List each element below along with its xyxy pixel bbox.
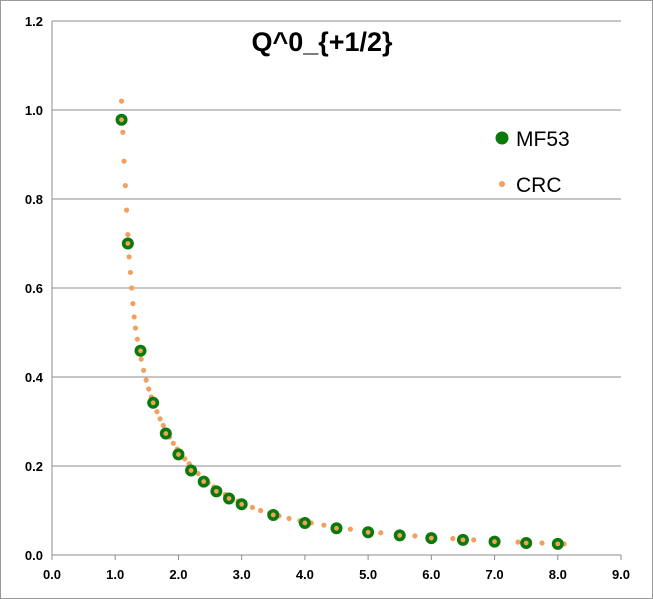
data-point-crc [121,158,127,164]
y-tick-label: 0.6 [25,281,43,296]
data-point-crc [539,540,545,546]
x-tick-label: 1.0 [106,567,124,582]
y-tick-label: 0.2 [25,459,43,474]
data-point-mf53-overlay [523,540,529,546]
y-tick-label: 0.4 [25,370,44,385]
data-point-crc [132,325,139,331]
data-point-mf53-overlay [365,529,371,535]
x-tick-label: 3.0 [233,567,251,582]
data-point-crc [134,336,140,342]
data-point-crc [471,537,477,543]
data-point-crc [170,440,176,446]
data-point-crc [321,522,327,528]
data-point-mf53-overlay [201,479,207,484]
data-point-crc [515,539,521,545]
x-tick-label: 7.0 [486,567,504,582]
x-tick-label: 5.0 [359,567,377,582]
y-tick-label: 1.0 [25,103,43,118]
y-tick-label: 0.8 [25,192,43,207]
data-point-crc [126,254,132,260]
data-point-crc [378,530,384,536]
data-point-crc [118,98,125,104]
x-tick-label: 9.0 [612,567,630,582]
y-tick-label: 0.0 [25,548,43,563]
chart-title: Q^0_{+1/2} [251,27,393,57]
data-point-crc [157,416,163,422]
legend: MF53 CRC [495,128,570,197]
data-point-mf53-overlay [150,400,156,406]
data-point-mf53-overlay [138,348,143,354]
data-point-mf53-overlay [226,496,232,501]
data-point-crc [412,533,418,539]
axes: 0.0 0.2 0.4 0.6 0.8 1.0 1.2 0.0 1.0 2.0 3.0 4.0 5.0 6… [25,14,630,582]
data-point-crc [131,314,137,320]
data-point-mf53-overlay [397,533,403,538]
data-point-crc [143,377,149,383]
data-point-crc [125,232,131,238]
data-point-mf53-overlay [555,541,561,547]
data-point-crc [120,129,126,135]
gridlines [52,20,621,467]
data-point-crc [160,422,166,429]
x-tick-label: 8.0 [549,567,567,582]
data-point-crc [127,269,133,276]
series-mf53 [115,113,564,550]
data-point-crc [347,526,354,532]
data-point-mf53-overlay [334,525,339,531]
legend-marker-mf53 [495,131,509,145]
data-point-crc [130,300,136,307]
data-point-mf53-overlay [163,431,169,436]
data-point-crc [249,504,256,510]
data-point-mf53-overlay [302,520,308,526]
data-point-crc [154,409,160,415]
data-point-crc [450,535,456,542]
data-point-crc [129,285,135,291]
data-point-mf53-overlay [492,539,497,545]
legend-label-crc: CRC [516,174,562,197]
data-point-crc [124,207,130,213]
x-tick-label: 4.0 [296,567,314,582]
legend-label-mf53: MF53 [516,128,570,151]
x-tick-label: 0.0 [43,567,61,582]
data-point-mf53-overlay [428,535,434,541]
data-point-crc [122,183,128,189]
data-point-mf53-overlay [239,501,245,507]
data-point-mf53-overlay [188,468,194,473]
data-point-mf53-overlay [119,117,124,123]
data-point-crc [258,507,264,514]
data-point-mf53-overlay [176,452,181,457]
y-tick-label: 1.2 [25,14,43,29]
x-tick-label: 6.0 [422,567,440,582]
data-point-mf53-overlay [125,241,131,246]
x-tick-label: 2.0 [169,567,187,582]
data-point-crc [138,356,144,362]
legend-marker-crc [499,181,505,187]
data-point-mf53-overlay [270,512,276,518]
data-point-mf53-overlay [460,537,466,543]
data-point-crc [146,386,152,392]
data-point-crc [141,367,147,373]
data-point-mf53-overlay [213,488,219,494]
series-crc [118,98,567,547]
data-point-crc [286,515,292,522]
